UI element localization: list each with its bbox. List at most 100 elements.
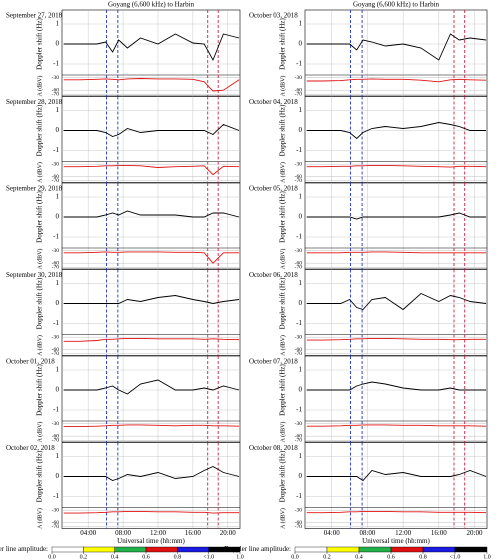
y-tick-label: 1 <box>299 366 303 374</box>
x-tick-label: 12:00 <box>395 529 411 537</box>
amplitude-line <box>306 164 487 168</box>
doppler-line <box>63 210 240 218</box>
y-tick-label: 0 <box>299 126 303 134</box>
y-axis-label: Doppler shift (Hz) <box>36 363 44 415</box>
doppler-line <box>306 469 487 482</box>
y2-tick-label: -60 <box>52 347 60 353</box>
y2-tick-label: -70 <box>52 524 60 530</box>
y-axis-label: Doppler shift (Hz) <box>36 277 44 329</box>
y2-axis-label: A (dBV) <box>279 335 286 356</box>
y2-tick-label: -70 <box>52 92 60 98</box>
y2-tick-label: -30 <box>52 161 60 167</box>
y-tick-label: 1 <box>56 279 60 287</box>
panel-date: September 30, 2018 <box>6 271 63 279</box>
doppler-line <box>63 379 240 395</box>
y-tick-label: -1 <box>296 60 302 68</box>
column-title: Goyang (6,600 kHz) to Harbin <box>108 1 195 9</box>
y-tick-label: 0 <box>299 472 303 480</box>
x-tick-label: 12:00 <box>150 529 166 537</box>
colorbar-tick-label: 1.0 <box>236 554 244 560</box>
doppler-line <box>63 295 240 304</box>
colorbar-segment <box>358 546 392 553</box>
y-axis-label: Doppler shift (Hz) <box>36 17 44 69</box>
y2-axis-label: A (dBV) <box>36 249 43 270</box>
y2-tick-label: -60 <box>52 520 60 526</box>
y-tick-label: 1 <box>56 193 60 201</box>
y2-tick-label: -70 <box>295 524 303 530</box>
panel-date: October 06, 2018 <box>249 271 298 279</box>
y-tick-label: 0 <box>299 40 303 48</box>
plot-frame <box>61 269 241 356</box>
doppler-line <box>306 381 487 391</box>
y2-axis-label: A (dBV) <box>36 162 43 183</box>
colorbar-tick-label: 0.4 <box>111 554 119 560</box>
y2-tick-label: -30 <box>52 421 60 427</box>
y-tick-label: 0 <box>299 386 303 394</box>
amplitude-line <box>63 78 240 92</box>
y-tick-label: -1 <box>296 319 302 327</box>
colorbar-tick-label: 0.4 <box>355 554 363 560</box>
y-tick-label: -1 <box>296 492 302 500</box>
panel-date: October 02, 2018 <box>6 444 55 452</box>
amplitude-line <box>63 510 240 514</box>
x-tick-label: 04:00 <box>324 529 340 537</box>
y2-axis-label: A (dBV) <box>279 162 286 183</box>
y2-tick-label: -30 <box>295 161 303 167</box>
colorbar-tick-label: 0.2 <box>323 554 331 560</box>
y2-tick-label: -60 <box>295 174 303 180</box>
y-axis-label: Doppler shift (Hz) <box>279 450 287 502</box>
doppler-line <box>306 292 487 311</box>
y2-tick-label: -70 <box>295 351 303 357</box>
y2-tick-label: -30 <box>52 507 60 513</box>
colorbar-segment <box>145 546 178 553</box>
y-tick-label: -1 <box>296 233 302 241</box>
colorbar-segment <box>390 546 424 553</box>
y2-tick-label: -60 <box>52 87 60 93</box>
y2-tick-label: -60 <box>295 433 303 439</box>
y-tick-label: 0 <box>56 299 60 307</box>
amplitude-line <box>306 251 487 254</box>
amplitude-line <box>306 510 487 514</box>
y2-tick-label: -60 <box>295 87 303 93</box>
y-tick-label: -1 <box>53 406 59 414</box>
amplitude-line <box>63 337 240 342</box>
panel-date: September 27, 2018 <box>6 12 63 20</box>
colorbar-label: Doppler line amplitude: <box>224 545 291 553</box>
colorbar-segment <box>422 546 456 553</box>
y2-tick-label: -70 <box>52 178 60 184</box>
y-tick-label: 1 <box>299 106 303 114</box>
colorbar-segment <box>51 546 84 553</box>
y2-axis-label: A (dBV) <box>36 335 43 356</box>
y-tick-label: 1 <box>56 106 60 114</box>
amplitude-line <box>63 251 240 264</box>
y2-tick-label: -60 <box>295 520 303 526</box>
y-tick-label: 1 <box>56 452 60 460</box>
colorbar-segment <box>326 546 360 553</box>
x-tick-label: 20:00 <box>467 529 483 537</box>
x-tick-label: 08:00 <box>359 529 375 537</box>
y2-tick-label: -70 <box>295 438 303 444</box>
colorbar-segment <box>83 546 115 553</box>
colorbar-tick-label: 0.0 <box>291 554 299 560</box>
y2-tick-label: -30 <box>295 248 303 254</box>
colorbar-label: Doppler line amplitude: <box>0 545 48 553</box>
plot-frame <box>61 442 241 529</box>
panel-date: September 29, 2018 <box>6 185 63 193</box>
y2-axis-label: A (dBV) <box>279 508 286 529</box>
y2-axis-label: A (dBV) <box>36 508 43 529</box>
y-tick-label: 0 <box>56 213 60 221</box>
colorbar-tick-label: 1.0 <box>483 554 491 560</box>
colorbar-tick-label: 0.6 <box>142 554 150 560</box>
doppler-line <box>306 122 487 140</box>
colorbar-tick-label: <1.0 <box>203 554 214 560</box>
y2-tick-label: -70 <box>52 438 60 444</box>
y-axis-label: Doppler shift (Hz) <box>279 17 287 69</box>
y2-tick-label: -30 <box>52 75 60 81</box>
panel-date: October 01, 2018 <box>6 358 55 366</box>
y2-axis-label: A (dBV) <box>279 422 286 443</box>
y-tick-label: -1 <box>53 60 59 68</box>
y2-tick-label: -30 <box>295 421 303 427</box>
y-tick-label: 0 <box>299 299 303 307</box>
plot-frame <box>304 9 488 97</box>
y-axis-label: Doppler shift (Hz) <box>36 190 44 242</box>
